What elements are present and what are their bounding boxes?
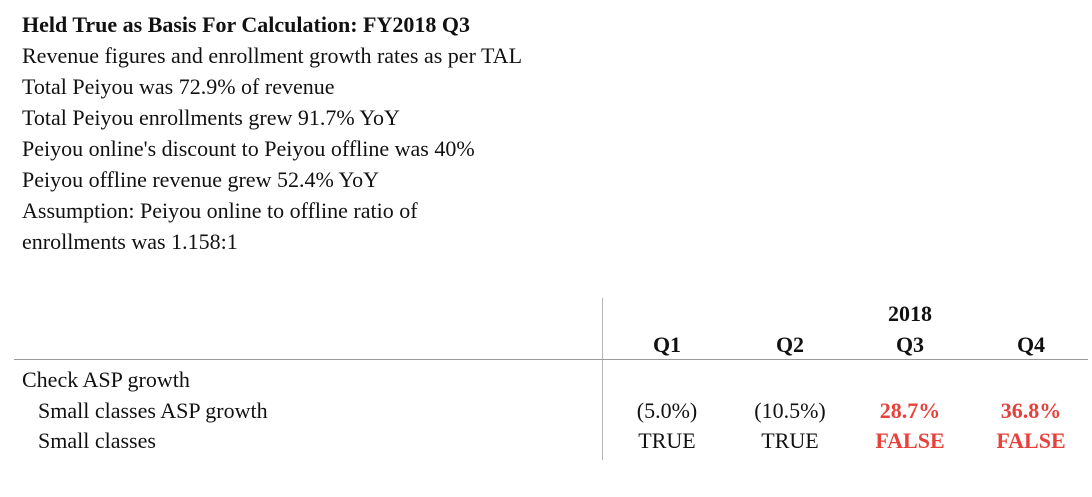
- table-cell: (10.5%): [754, 398, 826, 423]
- assumption-line: Total Peiyou was 72.9% of revenue: [22, 74, 335, 99]
- table-cell: TRUE: [638, 428, 696, 453]
- assumption-line: Total Peiyou enrollments grew 91.7% YoY: [22, 105, 400, 130]
- column-header-q4: Q4: [1016, 332, 1046, 357]
- row-label-small-classes: Small classes: [38, 428, 156, 453]
- column-header-q3: Q3: [895, 332, 925, 357]
- assumption-line: Assumption: Peiyou online to offline rat…: [22, 198, 418, 223]
- table-cell-highlighted: 28.7%: [879, 398, 941, 423]
- assumptions-title: Held True as Basis For Calculation: FY20…: [22, 12, 470, 37]
- table-cell: TRUE: [761, 428, 819, 453]
- column-header-q1: Q1: [652, 332, 682, 357]
- table-header-rule: [14, 359, 1088, 360]
- assumption-line: Revenue figures and enrollment growth ra…: [22, 43, 523, 68]
- assumption-line: Peiyou offline revenue grew 52.4% YoY: [22, 167, 380, 192]
- table-divider-vertical: [602, 298, 603, 460]
- column-header-q2: Q2: [775, 332, 805, 357]
- assumption-line: enrollments was 1.158:1: [22, 229, 238, 254]
- table-cell: (5.0%): [636, 398, 698, 423]
- row-label-asp-growth: Small classes ASP growth: [38, 398, 268, 423]
- table-cell-highlighted: FALSE: [875, 428, 945, 453]
- table-cell-highlighted: 36.8%: [1000, 398, 1062, 423]
- year-header: 2018: [888, 301, 932, 326]
- assumptions-block: Held True as Basis For Calculation: FY20…: [22, 10, 622, 257]
- table-cell-highlighted: FALSE: [996, 428, 1066, 453]
- section-label: Check ASP growth: [22, 367, 190, 392]
- assumption-line: Peiyou online's discount to Peiyou offli…: [22, 136, 475, 161]
